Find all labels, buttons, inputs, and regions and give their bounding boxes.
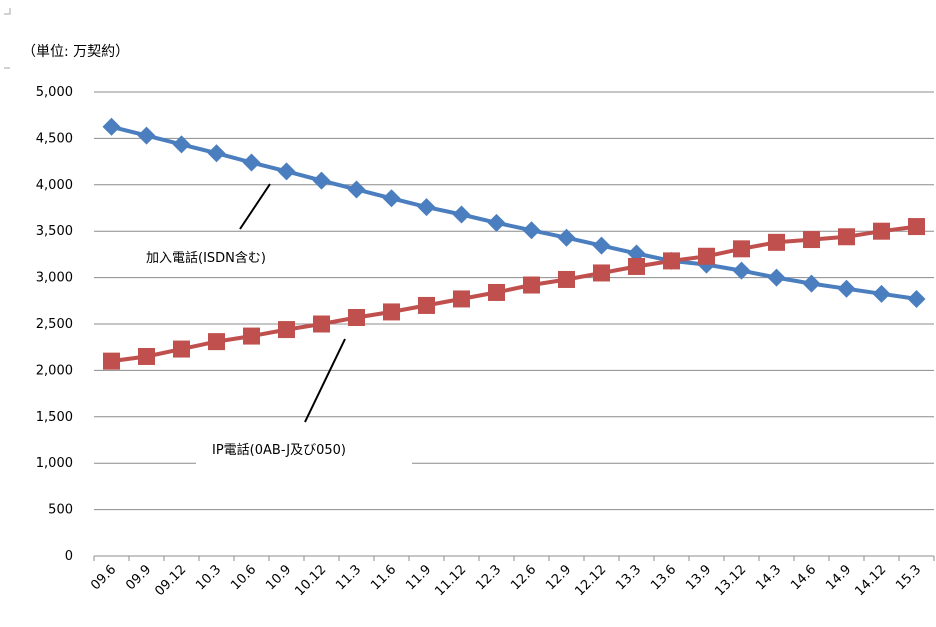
- point-marker: [383, 303, 400, 321]
- point-marker: [417, 198, 436, 217]
- point-marker: [663, 252, 680, 270]
- point-marker: [872, 284, 891, 303]
- point-marker: [172, 135, 191, 154]
- x-tick-label: 13.3: [613, 562, 644, 593]
- y-tick-label: 500: [48, 503, 73, 518]
- y-tick-label: 3,000: [36, 271, 73, 286]
- point-marker: [313, 315, 330, 333]
- unit-label: （単位: 万契約）: [22, 44, 129, 60]
- x-tick-label: 09.9: [123, 562, 154, 593]
- corner-mark-top: [4, 8, 11, 15]
- y-tick-label: 1,500: [36, 410, 73, 425]
- point-marker: [102, 117, 121, 136]
- point-marker: [208, 333, 225, 351]
- point-marker: [628, 257, 645, 275]
- point-marker: [802, 274, 821, 293]
- point-marker: [768, 233, 785, 251]
- series-layer: [102, 117, 926, 370]
- annotation-leader-ip-phone: [304, 338, 346, 423]
- annotation-backdrop-ip-phone: [196, 436, 412, 464]
- point-marker: [523, 276, 540, 294]
- y-tick-label: 5,000: [36, 85, 73, 100]
- point-marker: [348, 309, 365, 327]
- x-tick-label: 10.3: [193, 562, 224, 593]
- point-marker: [873, 222, 890, 240]
- series-label-ip-phone: IP電話(0AB-J及び050): [212, 442, 346, 458]
- x-tick-label: 11.9: [403, 562, 434, 593]
- y-tick-label: 3,500: [36, 224, 73, 239]
- point-marker: [207, 144, 226, 163]
- x-tick-label: 11.6: [368, 562, 399, 593]
- point-marker: [418, 296, 435, 314]
- y-tick-label: 2,500: [36, 317, 73, 332]
- x-tick-label: 10.9: [263, 562, 294, 593]
- point-marker: [732, 261, 751, 280]
- point-marker: [103, 352, 120, 370]
- x-tick-label: 11.3: [333, 562, 364, 593]
- point-marker: [452, 205, 471, 224]
- point-marker: [487, 213, 506, 232]
- x-tick-label: 14.3: [753, 562, 784, 593]
- x-tick-label: 13.9: [683, 562, 714, 593]
- x-tick-label: 13.12: [712, 562, 749, 599]
- x-tick-label: 15.3: [893, 562, 924, 593]
- point-marker: [488, 283, 505, 301]
- point-marker: [592, 236, 611, 255]
- x-tick-label: 12.12: [572, 562, 609, 599]
- x-tick-label: 14.9: [823, 562, 854, 593]
- point-marker: [837, 279, 856, 298]
- point-marker: [908, 218, 925, 236]
- point-marker: [137, 126, 156, 145]
- point-marker: [277, 162, 296, 181]
- point-marker: [593, 264, 610, 282]
- x-tick-label: 12.3: [473, 562, 504, 593]
- y-tick-label: 4,000: [36, 178, 73, 193]
- point-marker: [803, 231, 820, 249]
- corner-marks: [4, 8, 11, 69]
- point-marker: [382, 189, 401, 208]
- annotation-layer: 加入電話(ISDN含む) IP電話(0AB-J及び050): [146, 183, 412, 464]
- point-marker: [733, 240, 750, 258]
- x-tick-label: 14.12: [852, 562, 889, 599]
- y-tick-label: 0: [65, 549, 73, 564]
- point-marker: [838, 228, 855, 246]
- point-marker: [278, 321, 295, 339]
- x-tick-label: 14.6: [788, 562, 819, 593]
- x-tick-label: 13.6: [648, 562, 679, 593]
- series-label-fixed-line: 加入電話(ISDN含む): [146, 250, 266, 266]
- point-marker: [242, 153, 261, 172]
- series-line-1: [111, 224, 917, 364]
- point-marker: [698, 247, 715, 265]
- series-line-0: [111, 124, 917, 301]
- x-tick-label: 12.6: [508, 562, 539, 593]
- x-tick-label: 10.12: [292, 562, 329, 599]
- point-marker: [522, 221, 541, 240]
- annotation-leader-fixed-line: [239, 183, 271, 230]
- point-marker: [453, 290, 470, 308]
- point-marker: [243, 327, 260, 345]
- point-marker: [312, 171, 331, 190]
- point-marker: [558, 270, 575, 288]
- point-marker: [767, 268, 786, 287]
- point-marker: [138, 347, 155, 365]
- point-marker: [173, 340, 190, 358]
- x-tick-label: 10.6: [228, 562, 259, 593]
- y-tick-label: 4,500: [36, 131, 73, 146]
- point-marker: [347, 180, 366, 199]
- y-tick-label: 1,000: [36, 456, 73, 471]
- point-marker: [907, 289, 926, 308]
- x-tick-label: 09.12: [152, 562, 189, 599]
- x-tick-label: 11.12: [432, 562, 469, 599]
- point-marker: [557, 228, 576, 247]
- x-tick-label: 09.6: [88, 562, 119, 593]
- y-tick-label: 2,000: [36, 363, 73, 378]
- x-tick-label: 12.9: [543, 562, 574, 593]
- axis-layer: 0 500 1,000 1,500 2,000 2,500 3,000 3,500 4,000 4…: [36, 85, 935, 599]
